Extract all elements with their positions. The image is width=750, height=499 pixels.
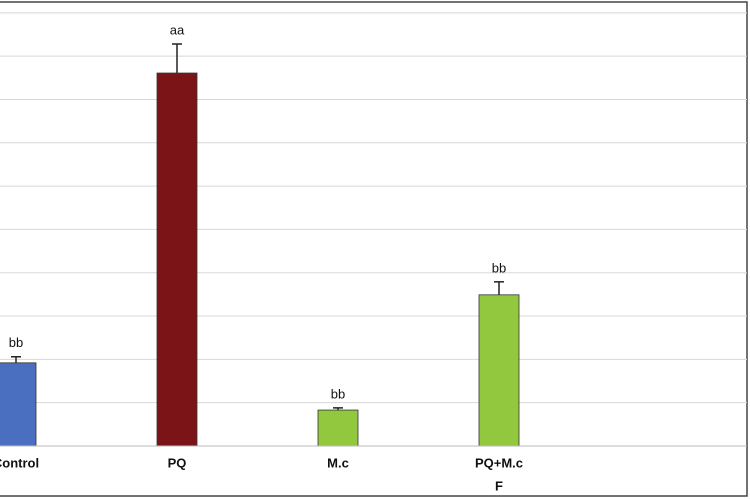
x-tick-label: Control xyxy=(0,455,39,470)
significance-label: aa xyxy=(170,22,185,37)
x-tick-label: PQ+M.c xyxy=(475,455,523,470)
x-tick-label: M.c xyxy=(327,455,349,470)
bar xyxy=(478,294,520,447)
significance-label: bb xyxy=(9,335,23,350)
bar xyxy=(0,362,37,447)
x-tick-label: PQ xyxy=(168,455,187,470)
significance-label: bb xyxy=(331,386,345,401)
x-axis-label: F xyxy=(495,478,503,493)
bar xyxy=(317,409,359,447)
significance-label: bb xyxy=(492,260,506,275)
bar xyxy=(156,72,198,447)
